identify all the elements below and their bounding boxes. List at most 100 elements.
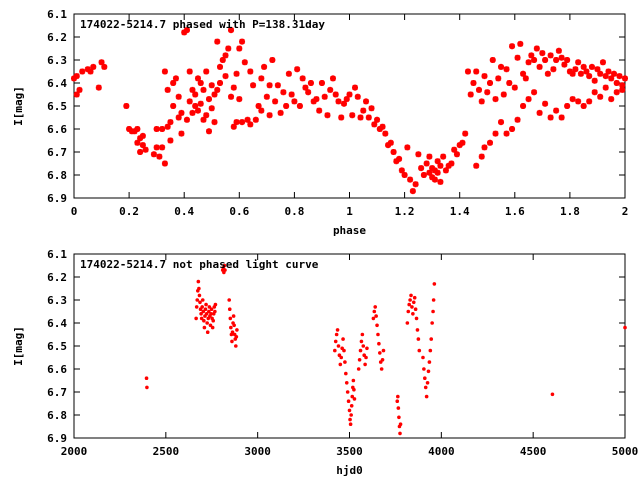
phased-data-point: [285, 70, 292, 77]
phased-data-point: [415, 151, 422, 158]
phased-data-point: [569, 70, 576, 77]
phased-data-point: [572, 66, 579, 73]
raw-data-point: [414, 316, 419, 321]
phased-data-point: [393, 158, 400, 165]
phased-data-point: [517, 40, 524, 47]
raw-data-point: [333, 348, 337, 353]
phased-data-point: [205, 96, 212, 103]
raw-data-point: [361, 344, 366, 348]
phased-data-point: [509, 43, 516, 50]
phased-data-point: [153, 126, 160, 132]
phased-data-point: [575, 98, 582, 105]
phased-data-point: [371, 121, 378, 128]
raw-x-tick-labels: 2000 2500 3000 3500 4000 4500 5000: [61, 445, 639, 458]
phased-data-point: [550, 66, 557, 73]
phased-data-point: [181, 29, 188, 36]
raw-data-point: [347, 408, 352, 413]
phased-data-point: [354, 93, 361, 100]
raw-data-point: [412, 295, 417, 300]
phased-data-point: [586, 98, 593, 105]
phased-data-point: [95, 84, 102, 91]
phased-data-point: [266, 112, 273, 119]
raw-data-point: [200, 298, 205, 302]
phased-data-point: [569, 96, 576, 103]
phased-y-tick-label: 6.2: [47, 31, 67, 44]
raw-data-point: [410, 305, 414, 309]
raw-data-point: [351, 378, 356, 383]
phased-data-point: [189, 86, 196, 93]
phased-data-point: [470, 80, 477, 86]
phased-data-point: [222, 73, 229, 80]
phased-data-point: [608, 75, 615, 82]
raw-data-point: [421, 355, 425, 360]
phased-data-point: [244, 116, 251, 123]
raw-data-point: [230, 339, 234, 344]
phased-data-point: [178, 130, 185, 137]
phased-data-point: [84, 66, 91, 73]
phased-x-tick-label: 1.8: [560, 205, 580, 218]
raw-data-point: [432, 282, 437, 286]
phased-data-point: [258, 75, 265, 82]
phased-data-point: [503, 130, 510, 137]
raw-data-point: [431, 298, 436, 302]
raw-data-point: [228, 316, 233, 321]
phased-data-point: [514, 116, 521, 123]
raw-data-point: [407, 302, 411, 307]
raw-data-point: [227, 307, 232, 312]
phased-data-point: [288, 91, 295, 98]
raw-data-point: [357, 358, 362, 362]
phased-data-point: [192, 103, 199, 109]
phased-data-point: [316, 107, 323, 114]
phased-data-point: [252, 116, 259, 123]
raw-data-point: [363, 362, 367, 367]
raw-data-point: [375, 323, 379, 328]
phased-data-point: [228, 27, 235, 34]
phased-data-point: [197, 100, 204, 107]
phased-data-point: [492, 130, 499, 137]
phased-data-point: [498, 63, 505, 70]
raw-data-point: [234, 335, 239, 339]
phased-data-point: [200, 116, 207, 123]
raw-y-tick-label: 6.5: [47, 340, 67, 353]
raw-data-point: [374, 314, 378, 318]
raw-data-point: [334, 332, 339, 337]
raw-x-tick-label: 2500: [153, 445, 180, 458]
raw-data-point: [209, 307, 214, 312]
phased-data-point: [137, 149, 144, 155]
phased-data-point: [423, 160, 430, 167]
phased-data-point: [451, 146, 458, 153]
phased-data-point: [222, 52, 229, 59]
phased-data-point: [266, 82, 273, 89]
phased-data-point: [203, 68, 210, 75]
phased-data-point: [200, 86, 207, 93]
phased-data-point: [217, 63, 224, 70]
phased-data-point: [186, 68, 193, 75]
raw-data-point: [208, 323, 213, 328]
phased-data-point: [310, 98, 317, 105]
phased-data-point: [139, 132, 146, 139]
phased-data-point: [420, 172, 427, 178]
raw-x-tick-label: 3500: [336, 445, 363, 458]
raw-y-tick-label: 6.2: [47, 271, 67, 284]
raw-data-point: [335, 328, 340, 332]
raw-data-point: [396, 406, 401, 410]
raw-data-point: [373, 305, 378, 309]
phased-x-tick-label: 0.6: [229, 205, 249, 218]
phased-data-point: [398, 167, 405, 174]
phased-data-point: [387, 139, 394, 146]
phased-data-point: [577, 70, 584, 77]
raw-data-point: [381, 348, 386, 353]
phased-data-point: [230, 84, 237, 91]
phased-data-point: [228, 93, 235, 100]
phased-data-point: [531, 57, 538, 63]
phased-data-point: [564, 103, 571, 109]
phased-data-point: [363, 98, 370, 105]
raw-data-point: [352, 397, 357, 401]
phased-data-point: [214, 86, 221, 93]
raw-data-point: [199, 316, 204, 321]
raw-data-point: [372, 309, 377, 314]
raw-data-points: [144, 263, 627, 436]
phased-data-point: [189, 109, 196, 116]
phased-data-point: [401, 172, 408, 178]
phased-data-point: [429, 165, 436, 172]
